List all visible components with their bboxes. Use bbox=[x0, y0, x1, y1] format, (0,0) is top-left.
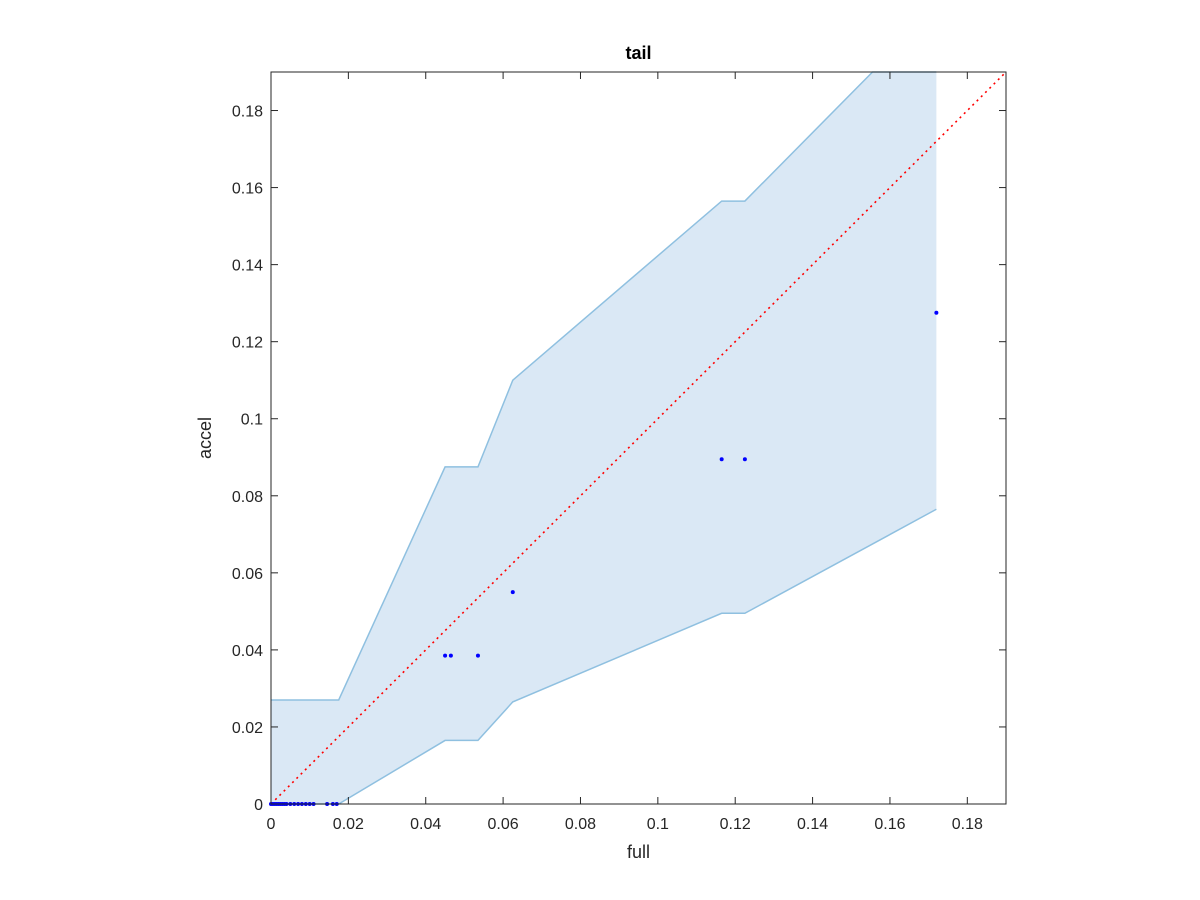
x-tick-label: 0.14 bbox=[797, 816, 828, 833]
x-tick-label: 0.04 bbox=[410, 816, 441, 833]
data-point bbox=[475, 653, 480, 658]
band-fill bbox=[271, 72, 937, 804]
y-tick-label: 0.08 bbox=[232, 489, 263, 506]
confidence-band bbox=[271, 71, 937, 805]
x-tick-label: 0.16 bbox=[874, 816, 905, 833]
y-tick-label: 0.02 bbox=[232, 720, 263, 737]
chart-title: tail bbox=[625, 43, 651, 63]
data-point bbox=[510, 590, 515, 595]
y-tick-label: 0.04 bbox=[232, 643, 263, 660]
y-tick-label: 0.06 bbox=[232, 566, 263, 583]
reference-line bbox=[270, 71, 1007, 805]
data-point bbox=[443, 653, 448, 658]
y-axis-label: accel bbox=[195, 417, 215, 459]
x-tick-label: 0.06 bbox=[488, 816, 519, 833]
y-tick-label: 0.16 bbox=[232, 181, 263, 198]
x-tick-label: 0.08 bbox=[565, 816, 596, 833]
x-tick-label: 0.18 bbox=[952, 816, 983, 833]
data-point bbox=[934, 310, 939, 315]
x-tick-label: 0.12 bbox=[720, 816, 751, 833]
x-tick-label: 0.02 bbox=[333, 816, 364, 833]
y-tick-label: 0.12 bbox=[232, 335, 263, 352]
x-tick-label: 0.1 bbox=[647, 816, 669, 833]
data-point bbox=[719, 457, 724, 462]
y-tick-label: 0.14 bbox=[232, 258, 263, 275]
y-tick-label: 0 bbox=[254, 797, 263, 814]
y-tick-label: 0.1 bbox=[241, 412, 263, 429]
data-point bbox=[448, 653, 453, 658]
x-axis-label: full bbox=[627, 842, 650, 862]
y-axis-ticks: 0 0.02 0.04 0.06 0.08 0.1 0.12 0.14 0.16 0.18 bbox=[232, 104, 1006, 814]
reference-line-group bbox=[270, 71, 1007, 805]
plot-frame bbox=[270, 71, 1007, 805]
band-lower-line bbox=[271, 508, 937, 805]
x-axis-ticks: 0 0.02 0.04 0.06 0.08 0.1 0.12 0.14 0.16 0.18 bbox=[267, 72, 983, 833]
data-point bbox=[742, 457, 747, 462]
band-upper-line bbox=[271, 71, 937, 701]
y-tick-label: 0.18 bbox=[232, 104, 263, 121]
x-tick-label: 0 bbox=[267, 816, 276, 833]
